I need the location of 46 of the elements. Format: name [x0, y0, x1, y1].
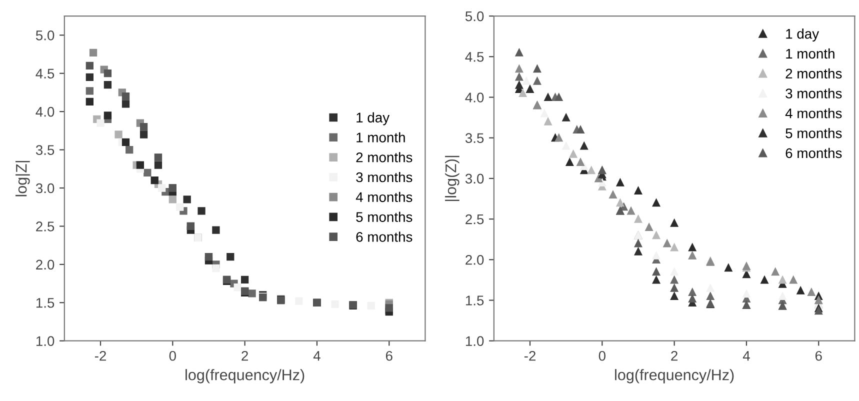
y-axis-title: log|Z|: [16, 160, 30, 196]
legend-label: 1 day: [356, 112, 390, 126]
legend-label: 1 month: [356, 132, 405, 142]
legend-label: 5 months: [786, 128, 842, 138]
y-tick-label: 5.0: [36, 30, 54, 40]
y-tick-label: 4.0: [36, 106, 54, 117]
x-tick-label: 2: [671, 350, 678, 361]
x-tick-label: -2: [524, 350, 536, 361]
y-tick-label: 2.0: [36, 260, 54, 270]
y-tick-label: 3.0: [36, 183, 54, 194]
y-tick-label: 2.0: [466, 254, 484, 265]
legend-label: 1 month: [786, 48, 834, 59]
x-axis-title: log(frequency/Hz): [615, 369, 734, 384]
y-tick-label: 3.5: [465, 133, 484, 144]
legend-label: 4 months: [785, 108, 842, 118]
y-axis-title: |log(Z)|: [445, 156, 460, 201]
legend-label: 1 day: [786, 28, 820, 42]
legend-label: 6 months: [786, 148, 842, 158]
x-tick-label: 0: [169, 350, 176, 361]
y-tick-label: 2.5: [36, 222, 54, 232]
legend-label: 6 months: [356, 232, 412, 242]
y-tick-label: 4.0: [465, 92, 484, 102]
x-tick-label: 6: [386, 350, 392, 361]
legend-label: 2 months: [786, 68, 842, 79]
y-tick-label: 1.0: [466, 336, 484, 346]
x-tick-label: 6: [815, 350, 822, 361]
x-tick-label: -2: [94, 350, 106, 361]
y-tick-label: 4.5: [36, 68, 54, 79]
y-tick-label: 3.5: [36, 145, 54, 155]
y-tick-label: 1.5: [466, 296, 484, 306]
y-tick-label: 2.5: [466, 214, 484, 224]
x-tick-label: 4: [742, 351, 750, 361]
legend-label: 2 months: [356, 152, 412, 162]
y-tick-label: 4.5: [465, 52, 484, 62]
y-tick-label: 3.0: [465, 174, 484, 184]
x-axis-title: log(frequency/Hz): [186, 369, 304, 384]
y-tick-label: 5.0: [465, 11, 484, 22]
legend-label: 5 months: [356, 212, 412, 222]
x-tick-label: 0: [598, 350, 606, 361]
legend-label: 4 months: [356, 192, 412, 202]
x-tick-label: 4: [313, 351, 320, 361]
legend-label: 3 months: [356, 172, 412, 182]
x-tick-label: 2: [242, 350, 248, 361]
y-tick-label: 1.5: [36, 298, 54, 308]
legend-label: 3 months: [786, 88, 842, 98]
y-tick-label: 1.0: [36, 336, 54, 346]
